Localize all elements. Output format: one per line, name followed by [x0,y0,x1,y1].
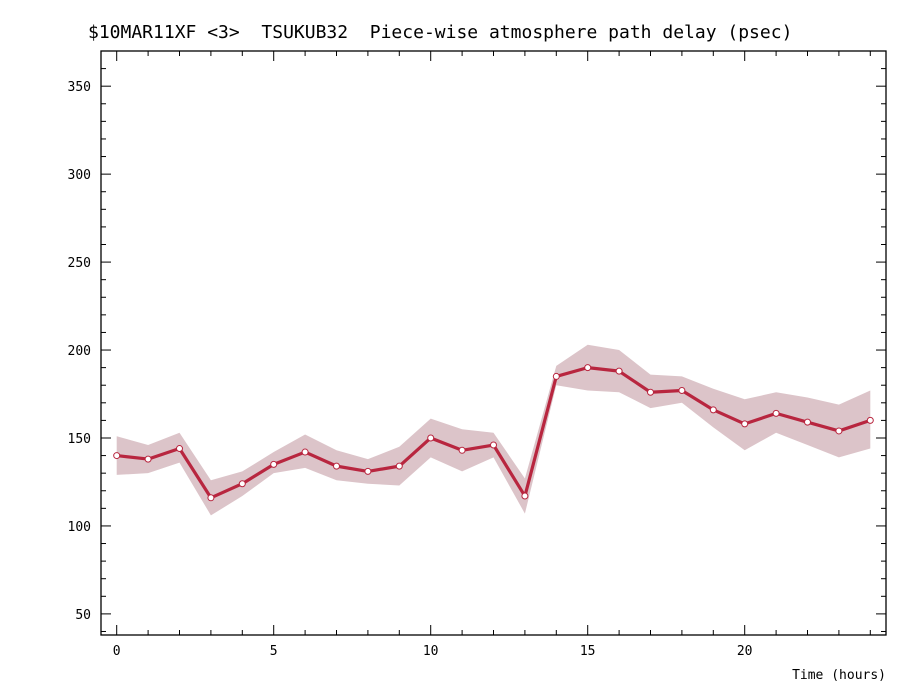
x-axis-label: Time (hours) [792,668,886,683]
y-tick-label: 300 [68,168,91,183]
data-point [238,480,246,488]
axis-ticks [101,50,886,635]
y-tick-label: 150 [68,432,91,447]
x-tick-label: 5 [270,644,278,659]
data-point [301,448,309,456]
y-tick-label: 200 [68,344,91,359]
data-point [176,445,183,453]
y-tick-label: 50 [75,608,91,623]
data-point [113,452,121,460]
y-tick-labels: 50 100 150 200 250 300 350 [68,80,91,623]
data-point [395,462,403,470]
data-point [866,416,874,424]
x-tick-labels: 0 5 10 15 20 [113,644,753,659]
plot-frame [100,50,887,636]
chart-title: $10MAR11XF <3> TSUKUB32 Piece-wise atmos… [88,22,792,43]
data-point [647,388,654,396]
data-point [521,492,529,500]
data-point [364,467,372,475]
data-point [490,441,497,449]
y-tick-label: 250 [68,256,91,271]
data-point [804,418,811,426]
x-tick-label: 0 [113,644,121,659]
data-point [772,409,780,417]
data-point [207,494,215,502]
data-point [458,446,466,454]
y-tick-label: 100 [68,520,91,535]
x-tick-label: 10 [423,644,439,659]
data-point [615,367,623,375]
x-tick-label: 15 [580,644,596,659]
data-point [678,386,686,394]
x-tick-label: 20 [737,644,753,659]
data-point [144,455,152,463]
data-point [709,406,717,414]
y-tick-label: 350 [68,80,91,95]
data-point [333,462,340,470]
data-point [552,372,560,380]
data-point [427,434,435,442]
data-point [741,420,749,428]
data-point [835,427,843,435]
data-point [270,460,278,468]
data-point [584,364,592,372]
data-point-layer [113,364,874,502]
